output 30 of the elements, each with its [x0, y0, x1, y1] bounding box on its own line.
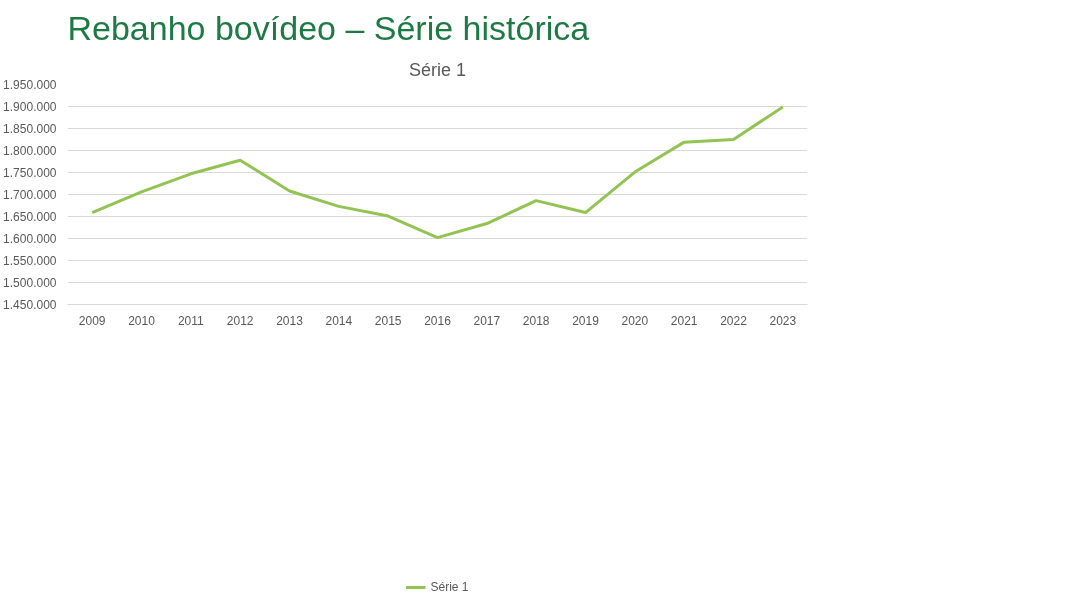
x-tick-label: 2020	[621, 313, 649, 328]
y-tick-label: 1.550.000	[3, 254, 57, 268]
x-tick-label: 2016	[424, 313, 452, 328]
y-tick-label: 1.900.000	[3, 100, 57, 114]
x-tick-label: 2022	[720, 313, 748, 328]
x-tick-label: 2018	[522, 313, 550, 328]
x-tick-label: 2009	[78, 313, 106, 328]
y-tick-label: 1.500.000	[3, 276, 57, 290]
x-tick-label: 2015	[374, 313, 402, 328]
x-tick-label: 2021	[670, 313, 698, 328]
x-tick-label: 2013	[276, 313, 304, 328]
y-tick-label: 1.850.000	[3, 122, 57, 136]
y-tick-label: 1.800.000	[3, 144, 57, 158]
y-tick-label: 1.450.000	[3, 298, 57, 312]
chart-subtitle: Série 1	[408, 59, 467, 80]
line-series	[90, 105, 785, 240]
x-tick-label: 2012	[226, 313, 254, 328]
x-tick-label: 2014	[325, 313, 353, 328]
x-tick-label: 2011	[177, 313, 205, 328]
x-tick-label: 2017	[473, 313, 501, 328]
y-tick-label: 1.750.000	[3, 166, 57, 180]
y-tick-label: 1.650.000	[3, 210, 57, 224]
chart-title: Rebanho bovídeo – Série histórica	[67, 8, 590, 47]
x-tick-label: 2010	[128, 313, 156, 328]
y-tick-label: 1.950.000	[3, 78, 57, 92]
y-tick-label: 1.600.000	[3, 232, 57, 246]
y-tick-label: 1.700.000	[3, 188, 57, 202]
x-tick-label: 2019	[572, 313, 600, 328]
x-tick-label: 2023	[769, 313, 797, 328]
legend-label: Série 1	[430, 580, 469, 594]
